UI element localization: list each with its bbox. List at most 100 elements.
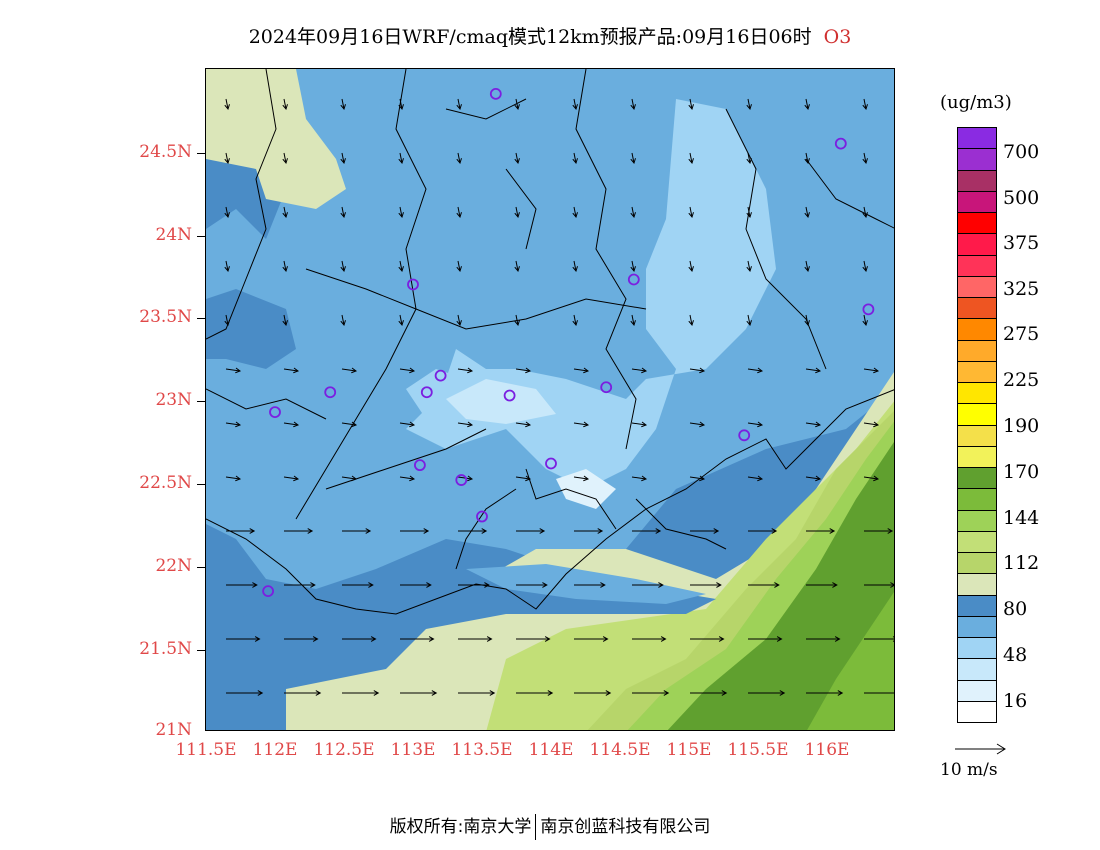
wind-arrow xyxy=(690,690,728,696)
wind-arrow xyxy=(340,98,346,111)
lon-label-112: 112E xyxy=(252,740,298,760)
wind-arrow xyxy=(282,152,288,165)
wind-arrow xyxy=(457,421,474,428)
legend-swatch xyxy=(958,468,996,490)
wind-arrow xyxy=(284,528,314,534)
wind-arrow xyxy=(400,636,435,642)
wind-arrow xyxy=(224,206,230,219)
wind-arrow xyxy=(689,421,706,428)
wind-arrow xyxy=(632,636,667,642)
title-variable: O3 xyxy=(823,26,852,48)
station-marker xyxy=(262,585,274,598)
wind-arrow xyxy=(747,475,764,482)
wind-arrow xyxy=(399,421,416,428)
wind-arrow xyxy=(342,582,374,588)
legend-swatch xyxy=(958,319,996,341)
ozone-concentration-map xyxy=(206,69,894,730)
legend-swatch xyxy=(958,383,996,405)
wind-arrow xyxy=(515,475,532,482)
station-marker xyxy=(503,389,516,402)
station-marker xyxy=(434,369,447,382)
legend-swatch xyxy=(958,680,996,702)
wind-arrow xyxy=(514,260,520,273)
legend-swatch xyxy=(958,425,996,447)
wind-arrow xyxy=(515,421,532,428)
wind-arrow xyxy=(456,152,462,165)
legend-swatch xyxy=(958,510,996,532)
wind-arrow xyxy=(341,421,358,428)
contour-144-mid-green xyxy=(807,592,894,730)
contour-north-west-green xyxy=(206,69,346,209)
wind-arrow xyxy=(514,98,520,111)
wind-arrow xyxy=(399,475,416,482)
station-marker xyxy=(407,278,419,291)
wind-arrow xyxy=(457,367,474,374)
wind-arrow xyxy=(456,260,462,273)
lon-label-111-5: 111.5E xyxy=(175,740,237,760)
wind-arrow xyxy=(342,690,380,696)
lon-label-115: 115E xyxy=(666,740,712,760)
lon-label-116: 116E xyxy=(804,740,850,760)
wind-arrow xyxy=(748,636,783,642)
wind-arrow xyxy=(747,421,764,428)
wind-arrow xyxy=(400,582,432,588)
wind-arrow xyxy=(630,98,636,111)
wind-arrow xyxy=(746,98,752,111)
map-panel xyxy=(205,68,895,731)
legend-label: 375 xyxy=(1003,232,1040,254)
wind-arrow xyxy=(862,98,868,111)
wind-arrow xyxy=(574,528,604,534)
wind-arrow xyxy=(805,421,822,428)
wind-reference-label: 10 m/s xyxy=(940,760,998,780)
lat-label-22: 22N xyxy=(155,556,192,576)
wind-arrow xyxy=(862,152,868,165)
wind-arrow xyxy=(747,367,764,374)
wind-arrow xyxy=(631,421,648,428)
wind-arrow xyxy=(746,260,752,273)
station-marker xyxy=(834,137,847,150)
wind-arrow xyxy=(572,152,578,165)
wind-arrow xyxy=(282,206,288,219)
wind-arrow xyxy=(806,690,844,696)
wind-arrow xyxy=(458,582,490,588)
wind-arrow xyxy=(748,582,780,588)
legend-label: 144 xyxy=(1003,507,1040,529)
station-marker xyxy=(600,381,613,394)
lat-tick xyxy=(197,236,205,237)
wind-arrow xyxy=(341,475,358,482)
contour-blue-tongue-light xyxy=(466,564,706,604)
lon-label-113: 113E xyxy=(390,740,436,760)
wind-arrow xyxy=(458,690,496,696)
wind-arrow xyxy=(516,690,554,696)
wind-arrow xyxy=(806,636,841,642)
wind-arrow xyxy=(864,692,894,694)
legend-swatch xyxy=(958,638,996,660)
wind-arrow xyxy=(514,314,520,327)
copyright-right: 南京创蓝科技有限公司 xyxy=(540,817,711,837)
legend-swatch xyxy=(958,340,996,362)
wind-arrow xyxy=(572,206,578,219)
wind-arrow xyxy=(863,421,880,428)
legend-swatch xyxy=(958,659,996,681)
wind-arrow xyxy=(283,367,300,374)
wind-arrow xyxy=(516,582,548,588)
wind-arrow xyxy=(630,152,636,165)
legend-label: 48 xyxy=(1003,644,1028,666)
wind-arrow xyxy=(862,314,868,327)
wind-arrow xyxy=(805,475,822,482)
wind-vectors xyxy=(224,98,894,696)
color-legend-bar xyxy=(957,127,997,723)
station-marker xyxy=(862,303,875,316)
contour-144-dark-green xyxy=(667,442,894,730)
lat-label-21: 21N xyxy=(155,720,192,740)
wind-arrow xyxy=(572,98,578,111)
lon-label-114: 114E xyxy=(528,740,574,760)
legend-label: 16 xyxy=(1003,690,1028,712)
contour-blue-sea-tongue xyxy=(206,569,716,699)
wind-arrow xyxy=(863,367,880,374)
wind-arrow xyxy=(748,690,786,696)
legend-swatch xyxy=(958,255,996,277)
legend-label: 500 xyxy=(1003,187,1040,209)
wind-arrow xyxy=(399,367,416,374)
copyright-separator xyxy=(535,814,537,840)
